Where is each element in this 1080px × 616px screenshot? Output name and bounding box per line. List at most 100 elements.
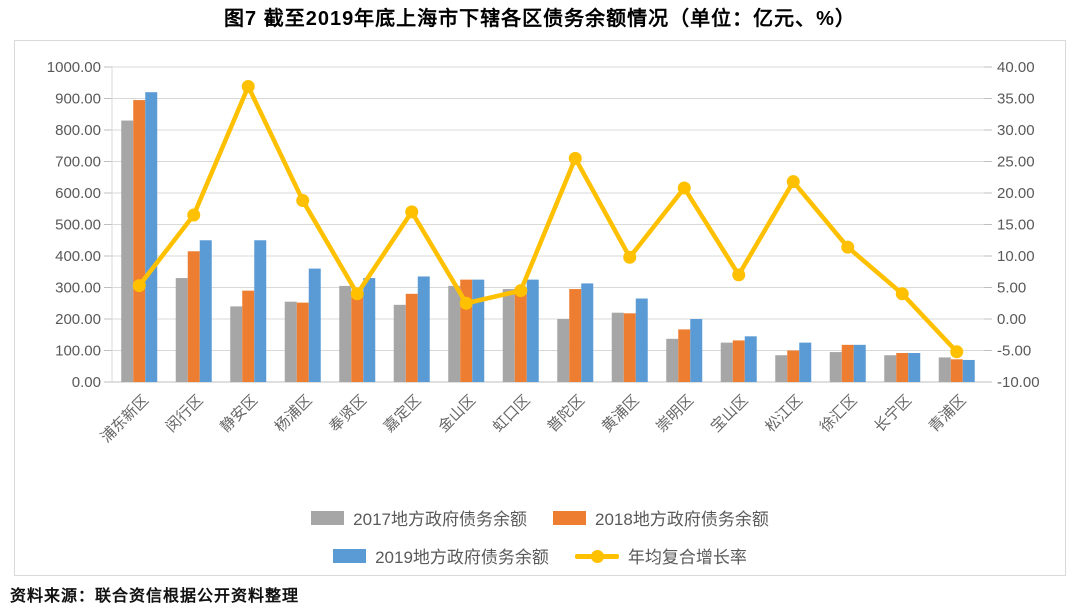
svg-text:700.00: 700.00 bbox=[55, 154, 101, 171]
legend-row-1: 2017地方政府债务余额 2018地方政府债务余额 bbox=[311, 505, 769, 530]
legend-label-2018: 2018地方政府债务余额 bbox=[595, 510, 769, 529]
chart-legend: 2017地方政府债务余额 2018地方政府债务余额 2019地方政府债务余额 年… bbox=[15, 505, 1065, 568]
legend-swatch-cagr-line-icon bbox=[574, 549, 619, 563]
chart-area: 1000.00 900.00 800.00 700.00 600.00 500.00 400… bbox=[14, 40, 1066, 576]
bar bbox=[417, 276, 430, 382]
cagr-point bbox=[786, 175, 800, 189]
svg-text:800.00: 800.00 bbox=[55, 122, 101, 139]
svg-text:长宁区: 长宁区 bbox=[871, 392, 915, 436]
bar bbox=[841, 344, 854, 382]
bar bbox=[884, 355, 897, 382]
svg-text:15.00: 15.00 bbox=[997, 217, 1035, 234]
legend-label-cagr: 年均复合增长率 bbox=[627, 548, 747, 567]
bar bbox=[611, 312, 624, 382]
source-note: 资料来源：联合资信根据公开资料整理 bbox=[10, 588, 300, 605]
bar bbox=[363, 278, 376, 382]
svg-text:嘉定区: 嘉定区 bbox=[381, 392, 425, 436]
cagr-line bbox=[137, 84, 959, 355]
cagr-point bbox=[459, 296, 473, 310]
bar bbox=[557, 319, 570, 382]
svg-text:300.00: 300.00 bbox=[55, 280, 101, 297]
combo-chart: 1000.00 900.00 800.00 700.00 600.00 500.00 400… bbox=[47, 59, 1040, 446]
svg-text:20.00: 20.00 bbox=[997, 185, 1035, 202]
cagr-point bbox=[677, 181, 691, 195]
svg-text:25.00: 25.00 bbox=[997, 154, 1035, 171]
bar bbox=[284, 301, 297, 382]
bar bbox=[799, 342, 812, 382]
legend-item-cagr: 年均复合增长率 bbox=[574, 543, 747, 568]
svg-text:5.00: 5.00 bbox=[997, 280, 1026, 297]
x-axis-labels: 浦东新区 闵行区 静安区 杨浦区 奉贤区 嘉定区 金山区 虹口区 普陀区 黄浦区 崇明区 宝山区 松江区… bbox=[98, 391, 970, 446]
svg-text:浦东新区: 浦东新区 bbox=[98, 392, 152, 446]
legend-row-2: 2019地方政府债务余额 年均复合增长率 bbox=[333, 543, 747, 568]
bar bbox=[623, 313, 636, 382]
bar bbox=[690, 319, 703, 382]
svg-text:1000.00: 1000.00 bbox=[47, 59, 101, 76]
cagr-point bbox=[296, 194, 310, 208]
legend-label-2017: 2017地方政府债务余额 bbox=[353, 510, 527, 529]
bar bbox=[230, 306, 243, 382]
cagr-point bbox=[895, 287, 909, 301]
bar bbox=[448, 285, 461, 382]
svg-text:奉贤区: 奉贤区 bbox=[326, 391, 371, 436]
svg-text:青浦区: 青浦区 bbox=[926, 392, 970, 436]
cagr-point bbox=[568, 151, 582, 165]
bar bbox=[908, 353, 921, 382]
bar bbox=[351, 292, 364, 382]
svg-text:0.00: 0.00 bbox=[997, 311, 1026, 328]
svg-text:600.00: 600.00 bbox=[55, 185, 101, 202]
bar bbox=[526, 279, 539, 382]
cagr-point bbox=[514, 284, 528, 298]
bar bbox=[950, 359, 963, 382]
svg-text:500.00: 500.00 bbox=[55, 217, 101, 234]
legend-item-2019: 2019地方政府债务余额 bbox=[333, 543, 549, 568]
svg-text:900.00: 900.00 bbox=[55, 91, 101, 108]
svg-text:徐汇区: 徐汇区 bbox=[817, 392, 861, 436]
cagr-point bbox=[623, 250, 637, 264]
svg-text:金山区: 金山区 bbox=[435, 392, 479, 436]
bar bbox=[502, 289, 515, 382]
bar bbox=[242, 290, 255, 382]
svg-text:崇明区: 崇明区 bbox=[653, 392, 697, 436]
svg-text:黄浦区: 黄浦区 bbox=[599, 392, 643, 436]
bar bbox=[393, 304, 406, 382]
svg-text:100.00: 100.00 bbox=[55, 343, 101, 360]
bar bbox=[175, 278, 188, 382]
svg-text:松江区: 松江区 bbox=[762, 392, 806, 436]
cagr-point bbox=[350, 287, 364, 301]
bar bbox=[666, 338, 679, 382]
bar bbox=[962, 359, 975, 382]
cagr-point bbox=[405, 205, 419, 219]
legend-item-2018: 2018地方政府债务余额 bbox=[553, 505, 769, 530]
bar-series-2019地方政府债务余额 bbox=[145, 92, 975, 382]
cagr-point bbox=[732, 268, 746, 282]
left-axis-labels: 1000.00 900.00 800.00 700.00 600.00 500.00 400… bbox=[47, 59, 101, 391]
bar bbox=[405, 293, 418, 382]
svg-text:400.00: 400.00 bbox=[55, 248, 101, 265]
right-axis-labels: 40.00 35.00 30.00 25.00 20.00 15.00 10.00 5.00 0… bbox=[997, 59, 1040, 391]
svg-text:宝山区: 宝山区 bbox=[708, 392, 752, 436]
bar bbox=[254, 240, 267, 382]
svg-text:静安区: 静安区 bbox=[217, 392, 261, 436]
legend-swatch-2017-icon bbox=[311, 510, 345, 525]
legend-item-2017: 2017地方政府债务余额 bbox=[311, 505, 527, 530]
bar bbox=[787, 350, 800, 382]
bar bbox=[732, 340, 745, 382]
svg-text:闵行区: 闵行区 bbox=[163, 392, 207, 436]
bar bbox=[308, 268, 321, 382]
svg-text:杨浦区: 杨浦区 bbox=[272, 392, 316, 436]
svg-text:虹口区: 虹口区 bbox=[490, 392, 534, 436]
bar bbox=[744, 336, 757, 382]
svg-text:-5.00: -5.00 bbox=[997, 343, 1031, 360]
bar bbox=[581, 283, 594, 382]
legend-label-2019: 2019地方政府债务余额 bbox=[375, 548, 549, 567]
bar-series-2017地方政府债务余额 bbox=[121, 120, 951, 383]
bar bbox=[133, 100, 146, 382]
line-series-年均复合增长率 bbox=[132, 80, 964, 359]
bar bbox=[187, 251, 200, 382]
bar bbox=[339, 285, 352, 382]
bar bbox=[514, 293, 527, 382]
bar bbox=[569, 289, 582, 382]
legend-cagr-dot bbox=[590, 549, 604, 563]
bar bbox=[635, 298, 648, 382]
